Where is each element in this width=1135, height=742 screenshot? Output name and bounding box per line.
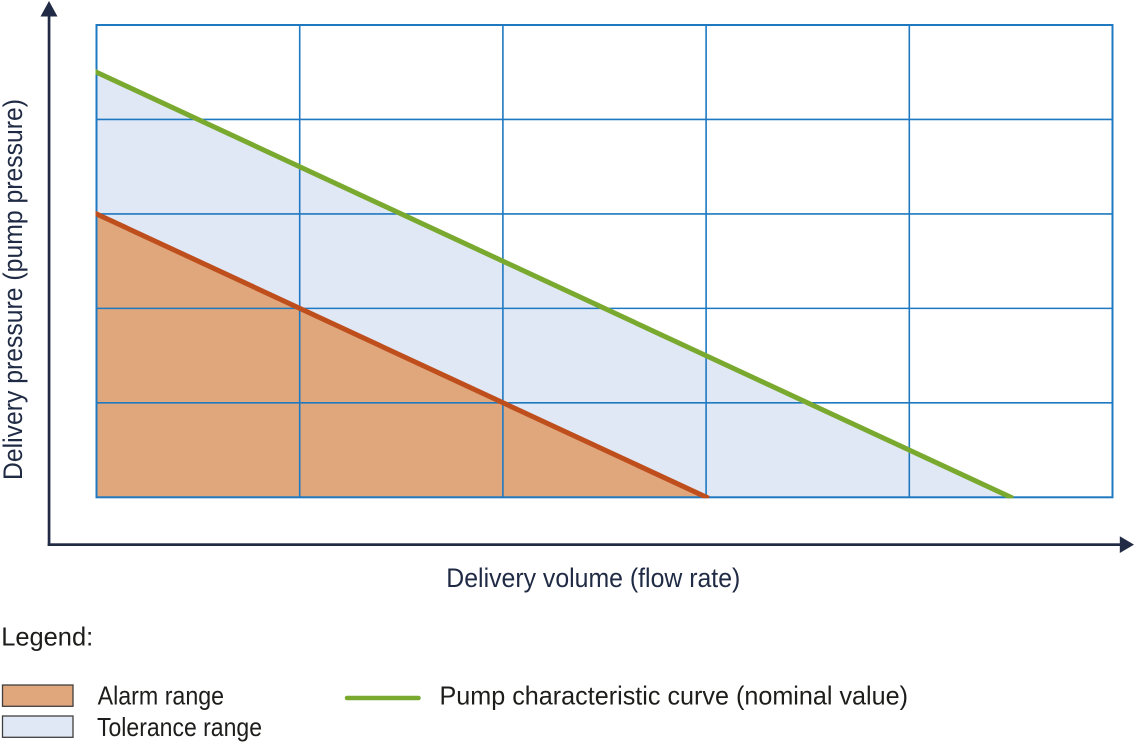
- svg-text:Pump characteristic curve (nom: Pump characteristic curve (nominal value…: [440, 681, 909, 711]
- svg-text:Delivery pressure (pump pressu: Delivery pressure (pump pressure): [0, 99, 28, 480]
- svg-text:Legend:: Legend:: [1, 622, 93, 652]
- svg-text:Tolerance range: Tolerance range: [97, 712, 262, 742]
- svg-text:Alarm range: Alarm range: [98, 681, 224, 711]
- svg-text:Delivery volume (flow rate): Delivery volume (flow rate): [446, 563, 740, 593]
